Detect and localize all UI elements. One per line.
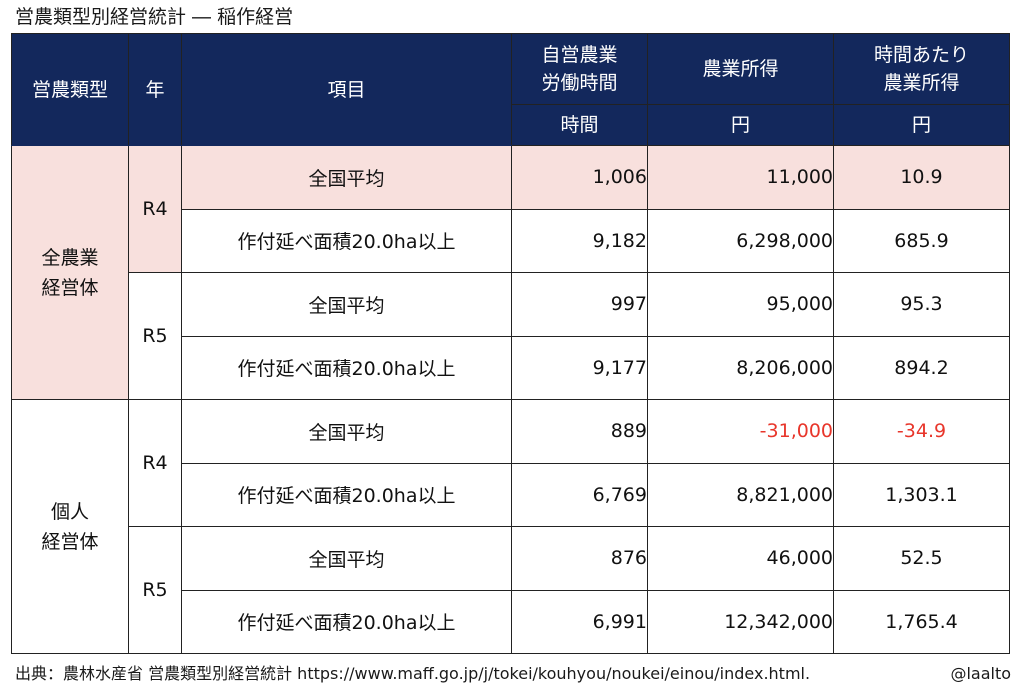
income-cell: 8,821,000 — [647, 462, 834, 527]
unit-rate: 円 — [833, 104, 1010, 146]
item-cell: 作付延べ面積20.0ha以上 — [181, 208, 512, 273]
header-income: 農業所得 — [647, 33, 834, 105]
type-label-line2: 経営体 — [41, 276, 99, 299]
table-row: 全農業 経営体 R4 全国平均 1,006 11,000 10.9 — [11, 145, 1010, 400]
header-labor-line1: 自営農業 — [541, 44, 618, 66]
header-type: 営農類型 — [11, 33, 129, 146]
item-cell: 全国平均 — [181, 399, 512, 464]
rate-cell: 1,303.1 — [833, 462, 1010, 527]
labor-cell: 6,991 — [511, 589, 648, 654]
type-label-line1: 個人 — [50, 500, 89, 523]
header-rate: 時間あたり 農業所得 — [833, 33, 1010, 105]
table-row: 作付延べ面積20.0ha以上 9,182 6,298,000 685.9 — [12, 208, 1010, 273]
income-cell: 11,000 — [647, 145, 834, 210]
header-item: 項目 — [181, 33, 512, 146]
header-labor-line2: 労働時間 — [541, 72, 618, 94]
header-rate-line2: 農業所得 — [883, 72, 960, 94]
income-table: 営農類型 年 項目 自営農業 労働時間 農業所得 時間あたり 農業所得 時間 円… — [11, 33, 1010, 654]
table-row: R5 全国平均 997 95,000 95.3 — [12, 272, 1010, 400]
header-labor: 自営農業 労働時間 — [511, 33, 648, 105]
page-title: 営農類型別経営統計 ― 稲作経営 — [15, 6, 294, 28]
header-year: 年 — [128, 33, 182, 146]
labor-cell: 6,769 — [511, 462, 648, 527]
labor-cell: 997 — [511, 272, 648, 337]
income-cell: 46,000 — [647, 526, 834, 591]
type-cell: 全農業 経営体 — [11, 145, 129, 400]
item-cell: 全国平均 — [181, 145, 512, 210]
item-cell: 作付延べ面積20.0ha以上 — [181, 462, 512, 527]
type-label-line2: 経営体 — [41, 530, 99, 553]
table-row: 作付延べ面積20.0ha以上 6,769 8,821,000 1,303.1 — [12, 462, 1010, 527]
type-cell: 個人 経営体 — [11, 399, 129, 654]
labor-cell: 9,182 — [511, 208, 648, 273]
table-row: 個人 経営体 R4 全国平均 889 -31,000 -34.9 — [11, 399, 1010, 654]
rate-cell: 1,765.4 — [833, 589, 1010, 654]
year-cell: R5 — [128, 526, 182, 654]
header-rate-line1: 時間あたり — [873, 44, 969, 66]
rate-cell: 10.9 — [833, 145, 1010, 210]
rate-cell: -34.9 — [833, 399, 1010, 464]
rate-cell: 685.9 — [833, 208, 1010, 273]
author-handle: @laalto — [950, 664, 1011, 683]
table-header: 営農類型 年 項目 自営農業 労働時間 農業所得 時間あたり 農業所得 時間 円… — [11, 33, 1010, 146]
income-cell: 12,342,000 — [647, 589, 834, 654]
table-row: R5 全国平均 876 46,000 52.5 — [12, 526, 1010, 654]
table-row: 作付延べ面積20.0ha以上 6,991 12,342,000 1,765.4 — [12, 589, 1010, 654]
income-cell: 8,206,000 — [647, 335, 834, 400]
income-cell: -31,000 — [647, 399, 834, 464]
rate-cell: 95.3 — [833, 272, 1010, 337]
unit-labor: 時間 — [511, 104, 648, 146]
rate-cell: 894.2 — [833, 335, 1010, 400]
labor-cell: 876 — [511, 526, 648, 591]
rate-cell: 52.5 — [833, 526, 1010, 591]
labor-cell: 1,006 — [511, 145, 648, 210]
labor-cell: 889 — [511, 399, 648, 464]
item-cell: 全国平均 — [181, 526, 512, 591]
labor-cell: 9,177 — [511, 335, 648, 400]
unit-income: 円 — [647, 104, 834, 146]
year-cell: R5 — [128, 272, 182, 400]
table-row: 作付延べ面積20.0ha以上 9,177 8,206,000 894.2 — [12, 335, 1010, 400]
item-cell: 全国平均 — [181, 272, 512, 337]
item-cell: 作付延べ面積20.0ha以上 — [181, 335, 512, 400]
item-cell: 作付延べ面積20.0ha以上 — [181, 589, 512, 654]
income-cell: 95,000 — [647, 272, 834, 337]
footer: 出典：農林水産省 営農類型別経営統計 https://www.maff.go.j… — [15, 662, 1011, 686]
source-citation: 出典：農林水産省 営農類型別経営統計 https://www.maff.go.j… — [15, 664, 811, 683]
table-body: 全農業 経営体 R4 全国平均 1,006 11,000 10.9 作付延べ面積… — [11, 145, 1010, 654]
year-cell: R4 — [128, 145, 182, 273]
type-label-line1: 全農業 — [41, 246, 99, 269]
income-cell: 6,298,000 — [647, 208, 834, 273]
year-cell: R4 — [128, 399, 182, 527]
